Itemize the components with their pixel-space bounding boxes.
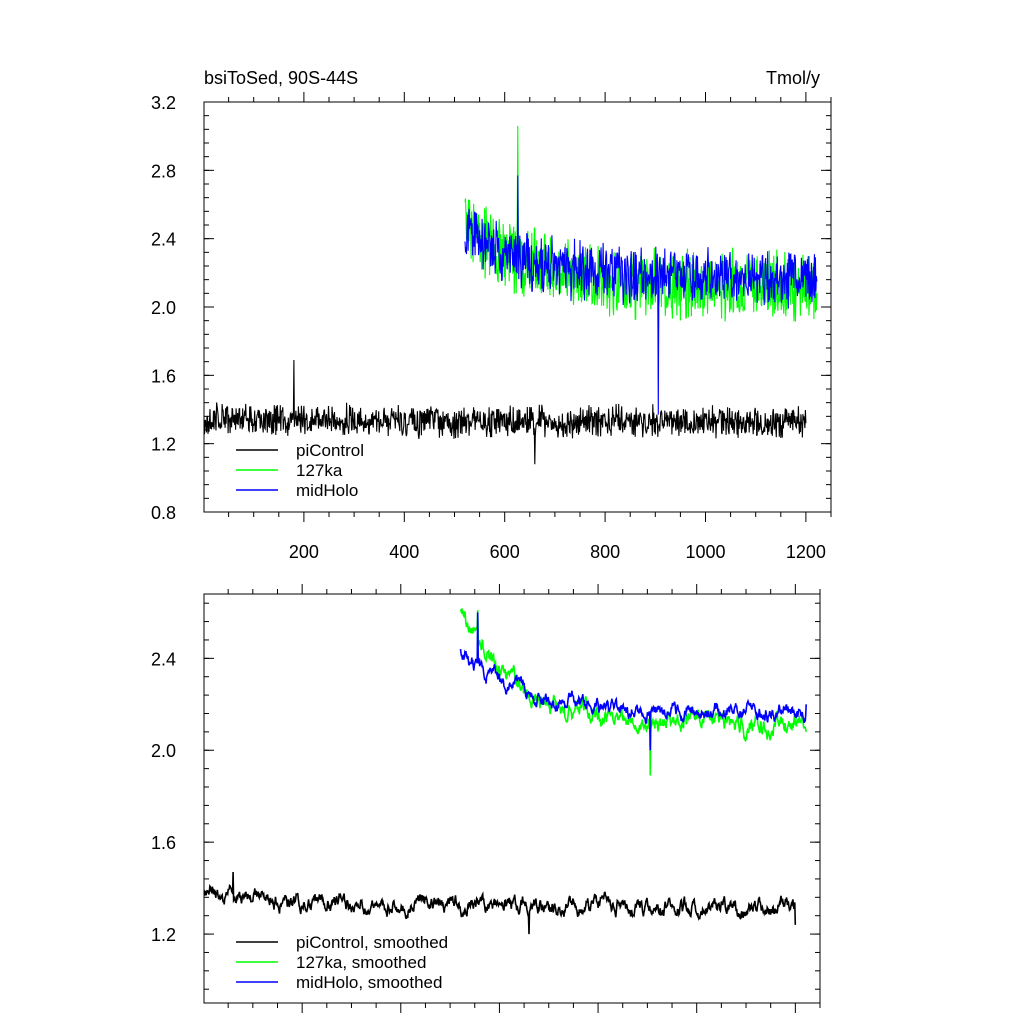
top-panel-series bbox=[204, 125, 818, 465]
bottom-panel-axes: 1.2 1.6 2.0 2.4 bbox=[151, 584, 821, 1013]
series-line-127ka-smoothed bbox=[459, 607, 807, 776]
y-tick-label: 1.2 bbox=[151, 435, 176, 455]
y-tick-label: 2.0 bbox=[151, 741, 176, 761]
y-tick-label: 2.0 bbox=[151, 298, 176, 318]
y-tick-label: 1.2 bbox=[151, 925, 176, 945]
legend-label: midHolo, smoothed bbox=[296, 973, 442, 992]
x-tick-label: 1200 bbox=[786, 542, 826, 562]
series-line-picontrol bbox=[204, 359, 807, 465]
bottom-panel-series bbox=[204, 607, 807, 935]
y-tick-label: 0.8 bbox=[151, 503, 176, 523]
y-tick-label: 2.4 bbox=[151, 230, 176, 250]
x-tick-label: 200 bbox=[289, 542, 319, 562]
y-tick-label: 2.4 bbox=[151, 649, 176, 669]
series-line-midholo-smoothed bbox=[459, 612, 807, 751]
series-line-midholo bbox=[464, 175, 818, 415]
x-tick-label: 600 bbox=[490, 542, 520, 562]
legend-label: piControl, smoothed bbox=[296, 933, 448, 952]
legend-label: 127ka bbox=[296, 461, 343, 480]
top-panel-units: Tmol/y bbox=[766, 68, 820, 88]
y-tick-label: 2.8 bbox=[151, 161, 176, 181]
legend-label: midHolo bbox=[296, 481, 358, 500]
top-panel-title: bsiToSed, 90S-44S bbox=[204, 68, 358, 88]
series-line-picontrol-smoothed bbox=[204, 871, 797, 935]
plot-frame bbox=[203, 593, 821, 1004]
legend-label: 127ka, smoothed bbox=[296, 953, 426, 972]
x-tick-label: 400 bbox=[389, 542, 419, 562]
y-tick-label: 1.6 bbox=[151, 366, 176, 386]
legend-label: piControl bbox=[296, 441, 364, 460]
top-panel: bsiToSed, 90S-44S Tmol/y 0.8 1.2 1.6 2.0 2.4… bbox=[151, 68, 832, 562]
y-tick-label: 3.2 bbox=[151, 93, 176, 113]
y-tick-label: 1.6 bbox=[151, 833, 176, 853]
x-tick-label: 1000 bbox=[685, 542, 725, 562]
x-tick-label: 800 bbox=[590, 542, 620, 562]
top-panel-axes: 0.8 1.2 1.6 2.0 2.4 2.8 3.2 200 400 600 800 1000 120… bbox=[151, 92, 832, 562]
